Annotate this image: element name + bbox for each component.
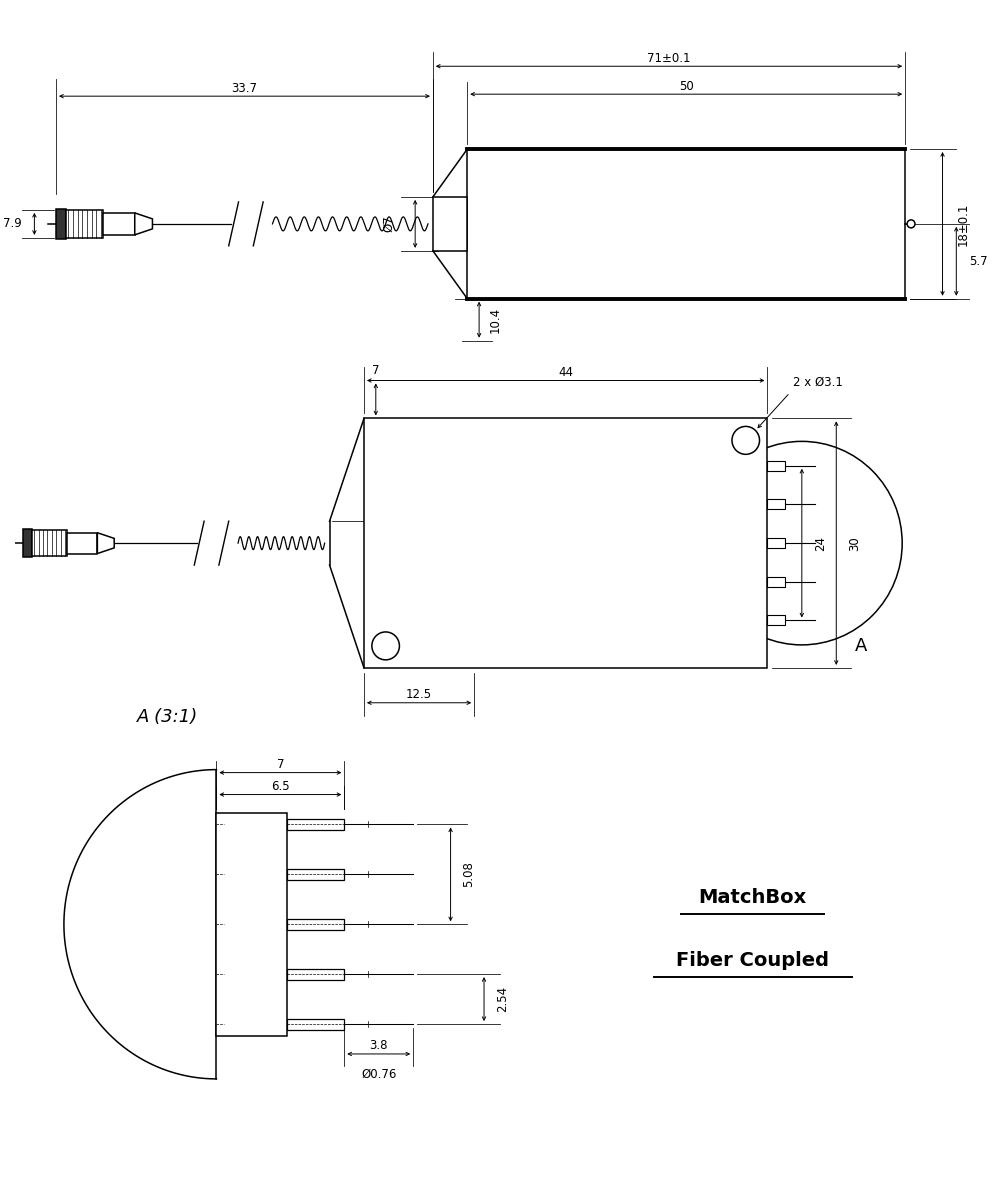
Bar	[287, 919, 344, 930]
Text: A: A	[855, 636, 867, 654]
Bar	[67, 533, 97, 553]
Text: 12.5: 12.5	[406, 688, 432, 701]
Text: MatchBox: MatchBox	[699, 888, 807, 907]
Polygon shape	[97, 533, 114, 553]
Circle shape	[372, 632, 399, 660]
Bar	[23, 529, 32, 557]
Text: 2.54: 2.54	[496, 986, 509, 1012]
Bar	[32, 529, 67, 557]
Text: Ø0.76: Ø0.76	[361, 1068, 396, 1081]
Bar	[287, 819, 344, 830]
Text: 18±0.1: 18±0.1	[956, 202, 969, 245]
Bar	[287, 869, 344, 879]
Text: Fiber Coupled: Fiber Coupled	[676, 950, 829, 970]
Circle shape	[732, 426, 760, 455]
Text: 24: 24	[815, 535, 828, 551]
Bar	[767, 616, 785, 626]
Bar	[56, 209, 66, 239]
Text: 7.9: 7.9	[3, 218, 22, 230]
Polygon shape	[135, 213, 152, 235]
Bar	[767, 576, 785, 587]
Text: A (3:1): A (3:1)	[137, 707, 198, 725]
Text: 6.5: 6.5	[271, 780, 290, 793]
Circle shape	[907, 220, 915, 227]
Bar	[767, 499, 785, 509]
Bar	[767, 538, 785, 549]
Text: 50: 50	[679, 79, 694, 93]
Text: 5.08: 5.08	[462, 861, 475, 888]
Text: 7: 7	[277, 758, 284, 771]
Bar	[467, 149, 905, 298]
Text: 44: 44	[558, 366, 573, 379]
Bar	[287, 1019, 344, 1030]
Bar	[433, 197, 467, 250]
Text: 3.8: 3.8	[370, 1039, 388, 1053]
Bar	[66, 209, 103, 238]
Text: 30: 30	[848, 535, 861, 551]
Bar	[103, 213, 135, 235]
Text: 5.7: 5.7	[969, 255, 988, 268]
Bar	[287, 968, 344, 979]
Bar	[364, 419, 767, 668]
Text: 33.7: 33.7	[231, 82, 257, 95]
Text: Ø7: Ø7	[382, 215, 395, 232]
Bar	[767, 461, 785, 470]
Text: 71±0.1: 71±0.1	[647, 52, 691, 65]
Text: 10.4: 10.4	[489, 307, 502, 333]
Bar	[216, 812, 287, 1036]
Text: 7: 7	[372, 363, 380, 377]
Text: 2 x Ø3.1: 2 x Ø3.1	[793, 375, 843, 389]
